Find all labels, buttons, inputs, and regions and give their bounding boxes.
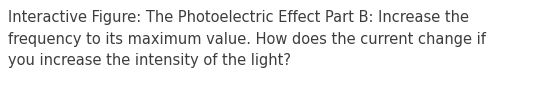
Text: Interactive Figure: The Photoelectric Effect Part B: Increase the
frequency to i: Interactive Figure: The Photoelectric Ef… — [8, 10, 486, 68]
